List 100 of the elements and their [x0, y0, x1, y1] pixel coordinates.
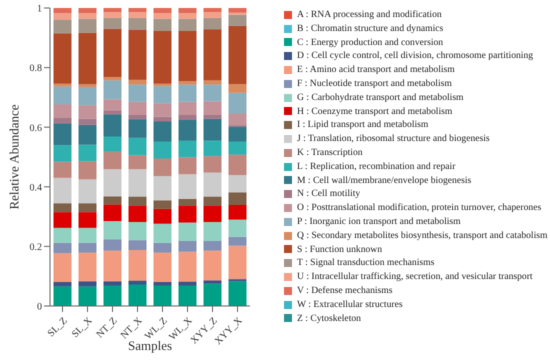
bar [104, 221, 122, 240]
bar [204, 156, 222, 172]
bar [104, 77, 122, 80]
y-tick-label: 0.6 [30, 122, 42, 134]
bar [78, 124, 96, 145]
bar [204, 29, 222, 80]
bar [154, 285, 172, 306]
legend-label: M : Cell wall/membrane/envelope biogenesis [297, 174, 472, 188]
bar [178, 285, 196, 306]
legend-label: S : Function unknown [297, 242, 382, 256]
bar [128, 8, 146, 12]
bar [228, 236, 246, 246]
legend-label: V : Defense mechanisms [297, 284, 392, 298]
x-axis-title: Samples [128, 338, 172, 353]
bar [228, 175, 246, 192]
legend-label: O : Posttranslational modification, protein turnover, chaperones [297, 201, 542, 215]
bar [204, 241, 222, 251]
bar [104, 80, 122, 100]
legend-label: K : Transcription [297, 146, 363, 160]
bar [54, 203, 72, 212]
y-axis-title: Relative Abundance [6, 104, 22, 210]
legend-label: I : Lipid transport and metabolism [297, 118, 428, 132]
bar [128, 280, 146, 285]
bar [104, 281, 122, 286]
bar [128, 138, 146, 156]
y-tick-label: 1 [37, 4, 42, 15]
bar [128, 80, 146, 85]
bar [128, 222, 146, 240]
y-tick-label: 0.2 [30, 242, 42, 253]
bar [204, 80, 222, 85]
legend-label: J : Translation, ribosomal structure and biogenesis [297, 132, 490, 146]
bar [178, 81, 196, 85]
bar [178, 199, 196, 206]
bar [54, 118, 72, 124]
bar [104, 8, 122, 12]
bar [228, 26, 246, 84]
legend-label: P : Inorganic ion transport and metabolism [297, 214, 461, 229]
bar [228, 8, 246, 12]
bar [54, 282, 72, 286]
bar [228, 204, 246, 220]
y-tick-label: 0.4 [30, 182, 42, 194]
bar [78, 161, 96, 180]
bar [128, 196, 146, 206]
bar [204, 140, 222, 156]
bar [128, 84, 146, 102]
bar [204, 114, 222, 119]
bar [228, 113, 246, 126]
bar [128, 12, 146, 18]
bar [104, 12, 122, 18]
bar [78, 84, 96, 87]
bar [54, 162, 72, 178]
legend-label: F : Nucleotide transport and metabolism [297, 76, 452, 91]
bar [128, 119, 146, 138]
bar [104, 110, 122, 114]
legend-label: N : Cell motility [297, 187, 360, 202]
bar [78, 144, 96, 162]
bar [78, 179, 96, 204]
bar [104, 28, 122, 78]
bar [78, 252, 96, 282]
legend-label: A : RNA processing and modification [297, 8, 442, 22]
bar [78, 8, 96, 14]
bar [54, 13, 72, 20]
bar [154, 30, 172, 84]
bar [78, 203, 96, 212]
bar [154, 116, 172, 122]
bar [54, 104, 72, 118]
legend-label: B : Chromatin structure and dynamics [297, 22, 444, 36]
bar [54, 8, 72, 14]
bar [78, 18, 96, 33]
bar [104, 152, 122, 170]
bar [54, 242, 72, 254]
bar [128, 102, 146, 115]
legend-label: D : Cell cycle control, cell division, chromosome partitioning [297, 49, 534, 64]
bar [178, 222, 196, 242]
bar [104, 114, 122, 136]
bar [178, 30, 196, 82]
bar [128, 155, 146, 170]
legend-label: G : Carbohydrate transport and metabolism [297, 90, 464, 105]
bar [204, 101, 222, 115]
bar [128, 250, 146, 281]
bar [78, 228, 96, 243]
y-tick-label: 0.8 [30, 63, 42, 74]
bar [54, 20, 72, 34]
bar [228, 154, 246, 176]
bar [104, 285, 122, 306]
legend-label: Z : Cytoskeleton [297, 312, 361, 326]
bar [78, 105, 96, 119]
bar [104, 240, 122, 251]
bar [204, 196, 222, 206]
bar [54, 212, 72, 228]
bar [54, 86, 72, 105]
bar [228, 12, 246, 15]
bar [154, 103, 172, 117]
bar [154, 158, 172, 176]
bar [154, 242, 172, 253]
bar [128, 18, 146, 30]
y-tick-label: 0 [37, 302, 42, 313]
bar [204, 118, 222, 141]
bar [228, 14, 246, 26]
bar [128, 169, 146, 197]
